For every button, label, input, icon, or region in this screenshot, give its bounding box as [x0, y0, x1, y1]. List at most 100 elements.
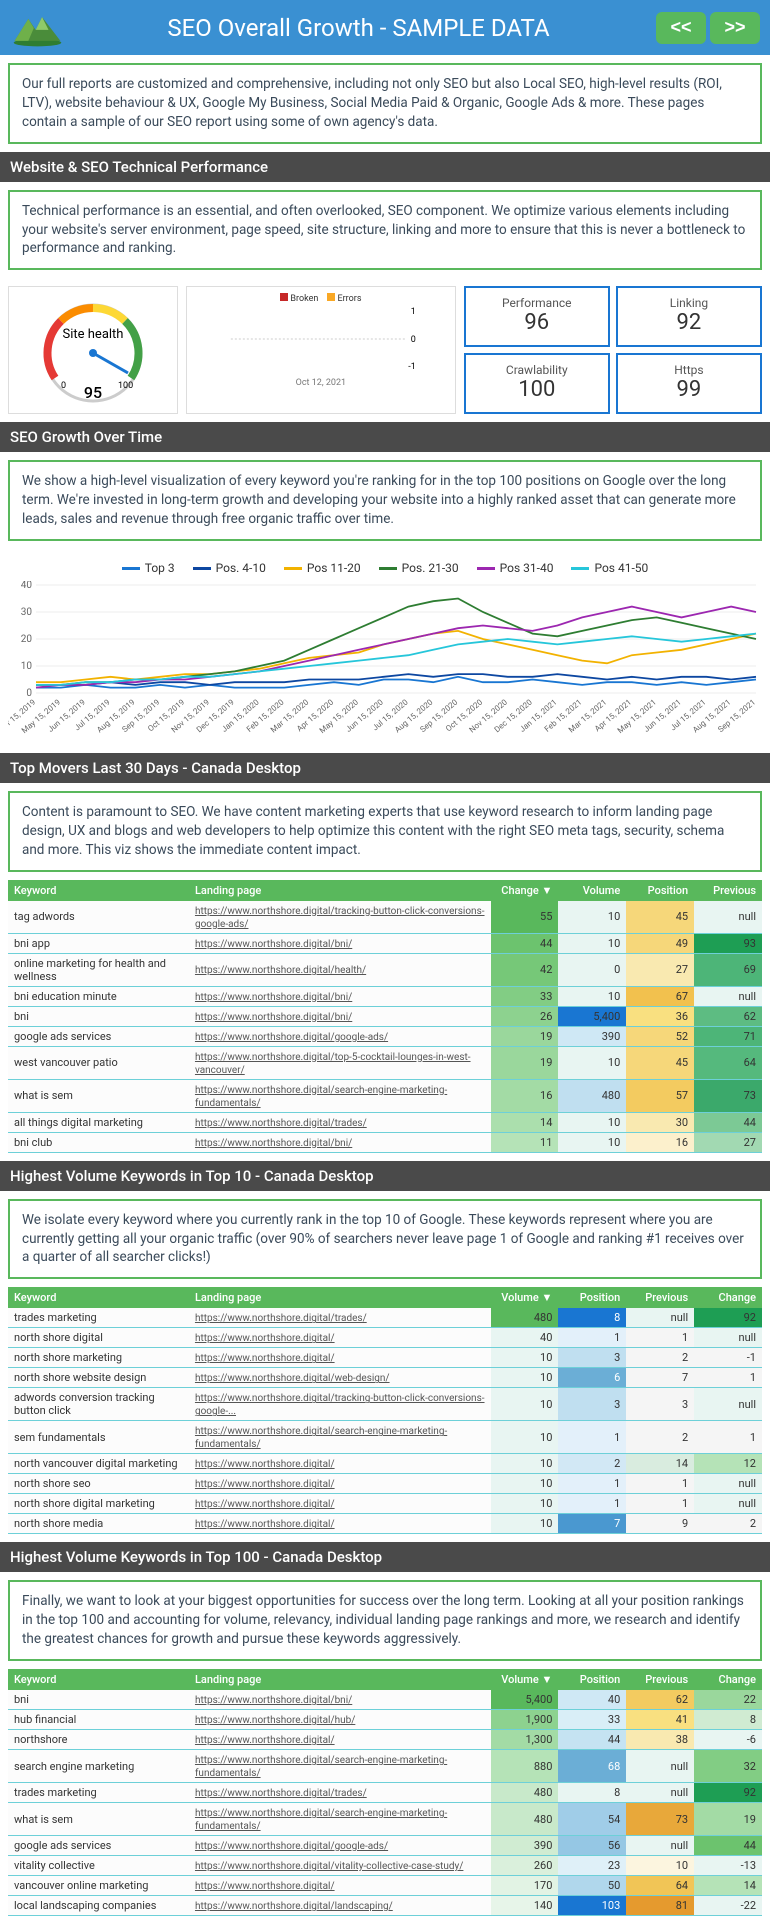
landing-link[interactable]: https://www.northshore.digital/: [195, 1479, 335, 1490]
landing-link[interactable]: https://www.northshore.digital/landscapi…: [195, 1901, 393, 1912]
cell-keyword: north shore marketing: [8, 1348, 189, 1368]
landing-link[interactable]: https://www.northshore.digital/bni/: [195, 1695, 352, 1706]
landing-link[interactable]: https://www.northshore.digital/bni/: [195, 1012, 352, 1023]
col-header[interactable]: Volume: [558, 880, 626, 901]
cell-keyword: bni club: [8, 1132, 189, 1152]
cell-prev: null: [694, 986, 762, 1006]
cell-url: https://www.northshore.digital/trades/: [189, 1783, 491, 1803]
next-button[interactable]: >>: [710, 12, 760, 44]
cell-chg: -1: [694, 1348, 762, 1368]
cell-url: https://www.northshore.digital/hub/: [189, 1710, 491, 1730]
top100-desc: Finally, we want to look at your biggest…: [8, 1580, 762, 1661]
table-row: northshore https://www.northshore.digital…: [8, 1730, 762, 1750]
landing-link[interactable]: https://www.northshore.digital/search-en…: [195, 1808, 447, 1832]
landing-link[interactable]: https://www.northshore.digital/: [195, 1333, 335, 1344]
cell-keyword: trades marketing: [8, 1783, 189, 1803]
cell-chg: null: [694, 1328, 762, 1348]
cell-keyword: northshore: [8, 1730, 189, 1750]
landing-link[interactable]: https://www.northshore.digital/google-ad…: [195, 1032, 388, 1043]
col-header[interactable]: Keyword: [8, 880, 189, 901]
landing-link[interactable]: https://www.northshore.digital/: [195, 1735, 335, 1746]
landing-link[interactable]: https://www.northshore.digital/: [195, 1519, 335, 1530]
cell-chg: null: [694, 1494, 762, 1514]
cell-keyword: north shore media: [8, 1514, 189, 1534]
metric-crawlability: Crawlability100: [464, 353, 610, 414]
cell-prev: 71: [694, 1026, 762, 1046]
col-header[interactable]: Position: [626, 880, 694, 901]
cell-prev: 1: [626, 1328, 694, 1348]
landing-link[interactable]: https://www.northshore.digital/trades/: [195, 1118, 367, 1129]
gauge-icon: Site health 0 100 95: [18, 293, 168, 403]
col-header[interactable]: Landing page: [189, 1669, 491, 1690]
cell-url: https://www.northshore.digital/top-5-coc…: [189, 1046, 491, 1079]
col-header[interactable]: Keyword: [8, 1287, 189, 1308]
cell-keyword: bni education minute: [8, 986, 189, 1006]
col-header[interactable]: Previous: [626, 1287, 694, 1308]
col-header[interactable]: Change: [694, 1669, 762, 1690]
prev-button[interactable]: <<: [656, 12, 706, 44]
cell-vol: 390: [558, 1026, 626, 1046]
col-header[interactable]: Volume ▼: [491, 1287, 559, 1308]
landing-link[interactable]: https://www.northshore.digital/web-desig…: [195, 1373, 390, 1384]
landing-link[interactable]: https://www.northshore.digital/search-en…: [195, 1755, 447, 1779]
landing-link[interactable]: https://www.northshore.digital/top-5-coc…: [195, 1052, 471, 1076]
cell-chg: null: [694, 1474, 762, 1494]
landing-link[interactable]: https://www.northshore.digital/: [195, 1881, 335, 1892]
cell-vol: 480: [558, 1079, 626, 1112]
landing-link[interactable]: https://www.northshore.digital/search-en…: [195, 1426, 447, 1450]
landing-link[interactable]: https://www.northshore.digital/: [195, 1499, 335, 1510]
cell-prev: 7: [626, 1368, 694, 1388]
landing-link[interactable]: https://www.northshore.digital/hub/: [195, 1715, 355, 1726]
gauge-label: Site health: [63, 327, 124, 342]
landing-link[interactable]: https://www.northshore.digital/bni/: [195, 939, 352, 950]
landing-link[interactable]: https://www.northshore.digital/: [195, 1353, 335, 1364]
col-header[interactable]: Position: [558, 1287, 626, 1308]
col-header[interactable]: Previous: [626, 1669, 694, 1690]
landing-link[interactable]: https://www.northshore.digital/search-en…: [195, 1085, 447, 1109]
col-header[interactable]: Previous: [694, 880, 762, 901]
col-header[interactable]: Keyword: [8, 1669, 189, 1690]
col-header[interactable]: Change ▼: [491, 880, 559, 901]
cell-keyword: vitality collective: [8, 1856, 189, 1876]
cell-keyword: online marketing for health and wellness: [8, 953, 189, 986]
table-row: trades marketing https://www.northshore.d…: [8, 1783, 762, 1803]
landing-link[interactable]: https://www.northshore.digital/: [195, 1459, 335, 1470]
table-row: search engine marketinghttps://www.north…: [8, 1750, 762, 1783]
landing-link[interactable]: https://www.northshore.digital/bni/: [195, 1138, 352, 1149]
cell-vol: 10: [491, 1421, 559, 1454]
col-header[interactable]: Change: [694, 1287, 762, 1308]
landing-link[interactable]: https://www.northshore.digital/tracking-…: [195, 1393, 485, 1417]
metric-grid: Performance96Linking92Crawlability100Htt…: [464, 286, 762, 414]
metric-label: Crawlability: [470, 363, 604, 377]
cell-pos: 49: [626, 933, 694, 953]
cell-pos: 30: [626, 1112, 694, 1132]
landing-link[interactable]: https://www.northshore.digital/trades/: [195, 1788, 367, 1799]
legend-item: Top 3: [122, 561, 175, 575]
cell-keyword: north shore seo: [8, 1474, 189, 1494]
table-row: north shore digitalhttps://www.northshor…: [8, 1328, 762, 1348]
table-row: north shore media https://www.northshore.…: [8, 1514, 762, 1534]
landing-link[interactable]: https://www.northshore.digital/tracking-…: [195, 906, 485, 930]
landing-link[interactable]: https://www.northshore.digital/bni/: [195, 992, 352, 1003]
landing-link[interactable]: https://www.northshore.digital/health/: [195, 965, 366, 976]
cell-prev: 81: [626, 1896, 694, 1916]
cell-pos: 50: [558, 1876, 626, 1896]
metric-performance: Performance96: [464, 286, 610, 347]
cell-url: https://www.northshore.digital/search-en…: [189, 1803, 491, 1836]
landing-link[interactable]: https://www.northshore.digital/google-ad…: [195, 1841, 388, 1852]
col-header[interactable]: Landing page: [189, 1287, 491, 1308]
landing-link[interactable]: https://www.northshore.digital/trades/: [195, 1313, 367, 1324]
line-chart-svg: 010203040Apr 15, 2019May 15, 2019Jun 15,…: [8, 581, 762, 741]
cell-pos: 23: [558, 1856, 626, 1876]
movers-table: KeywordLanding pageChange ▼VolumePositio…: [8, 880, 762, 1153]
cell-pos: 67: [626, 986, 694, 1006]
col-header[interactable]: Landing page: [189, 880, 491, 901]
cell-vol: 10: [491, 1348, 559, 1368]
legend-item: Pos. 21-30: [379, 561, 459, 575]
cell-change: 55: [491, 901, 559, 934]
col-header[interactable]: Volume ▼: [491, 1669, 559, 1690]
cell-prev: 62: [626, 1690, 694, 1710]
cell-pos: 1: [558, 1421, 626, 1454]
landing-link[interactable]: https://www.northshore.digital/vitality-…: [195, 1861, 463, 1872]
col-header[interactable]: Position: [558, 1669, 626, 1690]
